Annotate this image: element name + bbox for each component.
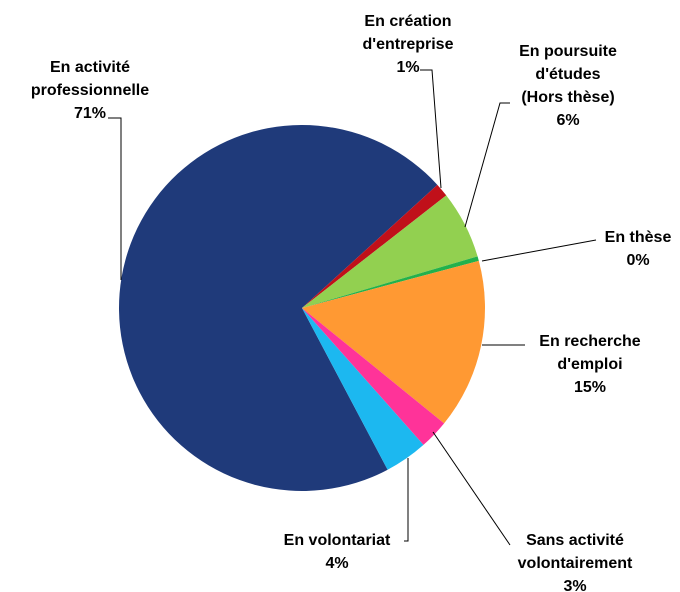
leader-line bbox=[420, 69, 442, 189]
slice-label: professionnelle bbox=[31, 82, 149, 99]
pie-slice bbox=[302, 195, 478, 308]
leader-line bbox=[464, 102, 510, 228]
slice-label: En volontariat bbox=[284, 532, 391, 549]
slice-label: En poursuite bbox=[519, 43, 617, 60]
slice-value-label: 4% bbox=[325, 555, 348, 572]
pie-slice bbox=[302, 308, 445, 445]
pie-slice bbox=[302, 256, 479, 308]
slice-value-label: 15% bbox=[574, 379, 606, 396]
slice-label: d'entreprise bbox=[363, 36, 454, 53]
pie-slice bbox=[302, 184, 447, 308]
slice-value-label: 1% bbox=[396, 59, 419, 76]
slice-value-label: 6% bbox=[556, 112, 579, 129]
slice-label: d'études bbox=[535, 66, 600, 83]
slice-label: Sans activité bbox=[526, 532, 624, 549]
leader-line bbox=[481, 239, 597, 262]
slice-label: En recherche bbox=[539, 333, 640, 350]
slice-value-label: 0% bbox=[626, 252, 649, 269]
slice-label: d'emploi bbox=[557, 356, 622, 373]
slice-label: volontairement bbox=[518, 555, 633, 572]
leader-line bbox=[404, 458, 409, 542]
pie-slice bbox=[302, 260, 485, 424]
slice-label: En thèse bbox=[605, 229, 672, 246]
pie-slice bbox=[302, 308, 424, 470]
slice-label: En création bbox=[364, 13, 451, 30]
slice-value-label: 71% bbox=[74, 105, 106, 122]
pie-slice bbox=[118, 124, 438, 491]
leader-line bbox=[108, 117, 122, 280]
slice-label: (Hors thèse) bbox=[521, 89, 614, 106]
slice-value-label: 3% bbox=[563, 578, 586, 592]
slice-label: En activité bbox=[50, 59, 130, 76]
leader-line bbox=[432, 431, 511, 546]
